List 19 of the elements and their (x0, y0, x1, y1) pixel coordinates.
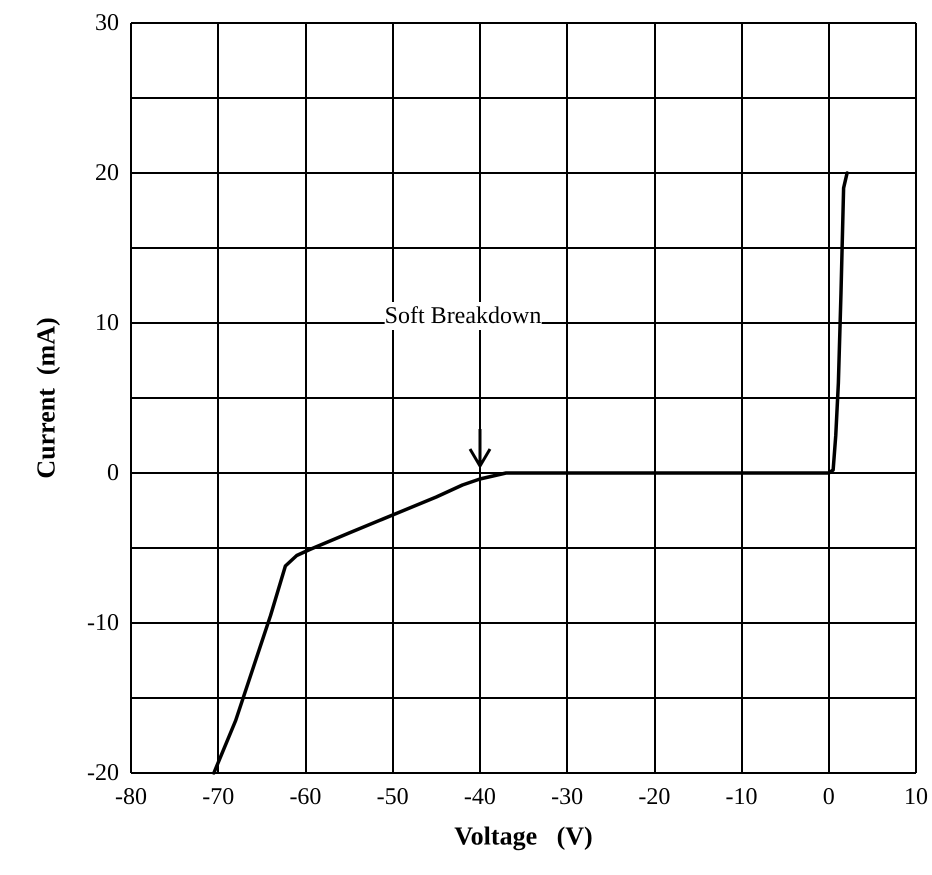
y-tick-label: -20 (87, 760, 119, 786)
y-tick-label: -10 (87, 610, 119, 636)
x-tick-label: -80 (115, 784, 147, 810)
x-tick-label: -30 (551, 784, 584, 810)
x-tick-label: -10 (726, 784, 758, 810)
x-tick-label: -70 (202, 784, 234, 810)
x-tick-label: -60 (289, 784, 322, 810)
x-tick-label: -40 (464, 784, 496, 810)
annotation: Soft Breakdown (384, 302, 542, 330)
y-tick-label: 20 (95, 160, 119, 186)
y-tick-label: 10 (95, 310, 119, 336)
x-tick-label: 10 (904, 784, 928, 810)
y-axis-title: Current (mA) (32, 317, 60, 479)
x-tick-label: -50 (376, 784, 409, 810)
x-axis-title: Voltage (V) (454, 822, 593, 850)
x-tick-label: -20 (638, 784, 670, 810)
x-tick-label: 0 (822, 784, 835, 810)
y-tick-label: 0 (107, 460, 119, 486)
y-tick-label: 30 (95, 10, 119, 36)
